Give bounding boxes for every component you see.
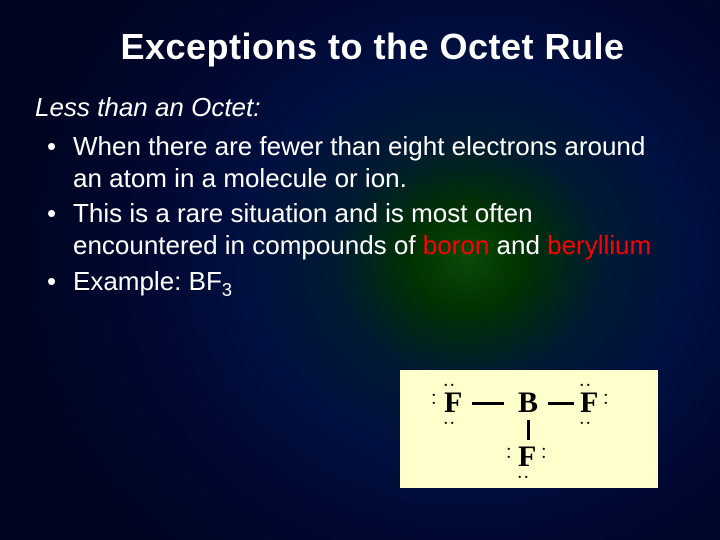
- bullet-text: Example: BF: [73, 266, 222, 296]
- lone-pair-icon: ..: [542, 443, 546, 458]
- slide-subtitle: Less than an Octet:: [35, 92, 680, 123]
- bullet-item: When there are fewer than eight electron…: [45, 131, 680, 194]
- lone-pair-icon: ..: [432, 389, 436, 404]
- highlight-term: boron: [423, 230, 490, 260]
- bullet-item: Example: BF3: [45, 266, 680, 301]
- bond-icon: [527, 420, 530, 440]
- lone-pair-icon: ..: [507, 443, 511, 458]
- lone-pair-icon: ..: [604, 389, 608, 404]
- atom-b: B: [518, 388, 538, 418]
- lone-pair-icon: ..: [444, 376, 457, 390]
- slide-title: Exceptions to the Octet Rule: [45, 26, 680, 68]
- bullet-item: This is a rare situation and is most oft…: [45, 198, 680, 261]
- lone-pair-icon: ..: [444, 414, 457, 428]
- bond-icon: [548, 402, 574, 405]
- lone-pair-icon: ..: [580, 376, 593, 390]
- bullet-list: When there are fewer than eight electron…: [45, 131, 680, 301]
- diagram-inner: F .. .. .. B F .. .. .. F .. .. ..: [400, 370, 658, 488]
- lone-pair-icon: ..: [580, 414, 593, 428]
- subscript: 3: [222, 280, 232, 300]
- lone-pair-icon: ..: [518, 468, 531, 482]
- bullet-text: and: [489, 230, 547, 260]
- bond-icon: [472, 402, 504, 405]
- lewis-diagram: F .. .. .. B F .. .. .. F .. .. ..: [400, 370, 658, 488]
- highlight-term: beryllium: [547, 230, 651, 260]
